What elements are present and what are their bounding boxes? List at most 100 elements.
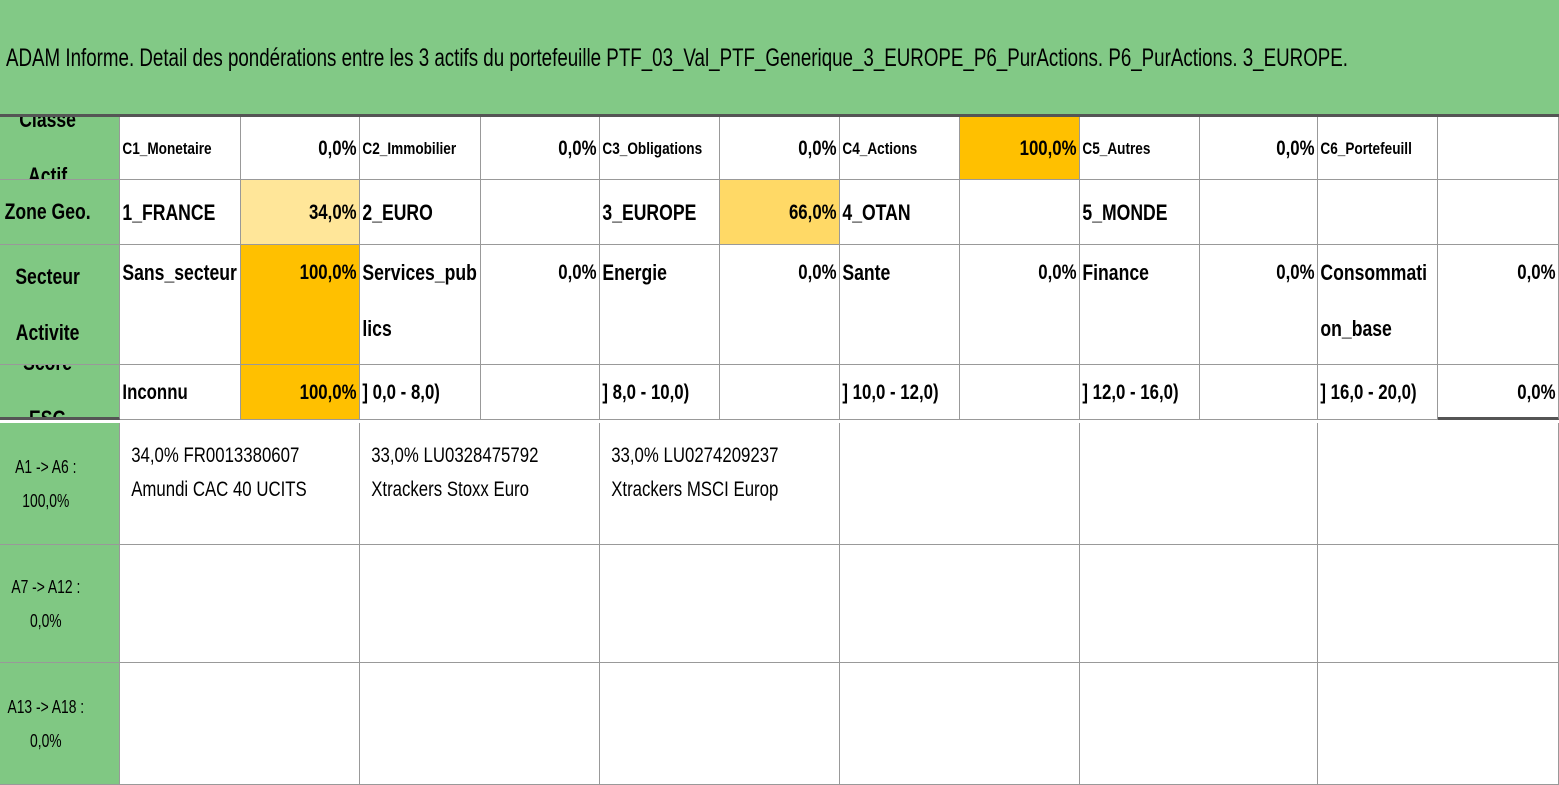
value-cell: 0,0% [481,117,600,180]
title: ADAM Informe. Detail des pondérations en… [6,44,1349,72]
value: 0,0% [1517,261,1556,284]
value: 66,0% [788,201,837,224]
row-label-cell: Zone Geo. [0,180,120,245]
row-label: Score ESG [23,365,72,420]
name-cell: Inconnu [120,365,241,420]
value-cell [960,180,1080,245]
label: ] 8,0 - 10,0) [602,381,690,404]
asset-line: 34,0% FR0013380607 [131,444,300,467]
label: Services_publics [362,260,477,341]
asset-cell [120,663,360,785]
label: C3_Obligations [602,139,703,158]
title-band: ADAM Informe. Detail des pondérations en… [0,0,1559,117]
label: C1_Monetaire [122,139,212,158]
name-cell: ] 12,0 - 16,0) [1080,365,1200,420]
label: C6_Portefeuill [1320,139,1412,158]
name-cell: 3_EUROPE [600,180,720,245]
value-cell: 0,0% [1200,117,1318,180]
value-cell: 0,0% [720,117,840,180]
value-cell [481,365,600,420]
name-cell: C4_Actions [840,117,960,180]
name-cell: 2_EURO [360,180,481,245]
value-cell [1200,180,1318,245]
value: 0,0% [798,137,837,160]
label: Finance [1082,260,1149,285]
value-cell: 0,0% [481,245,600,365]
row-label-cell: Secteur Activite [0,245,120,365]
asset-line: Xtrackers MSCI Europ [611,478,779,501]
row-label-cell: Classe Actif [0,117,120,180]
asset-line: Amundi CAC 40 UCITS [131,478,307,501]
name-cell: C6_Portefeuill [1318,117,1438,180]
name-cell: C1_Monetaire [120,117,241,180]
name-cell: Services_publics [360,245,481,365]
value-cell [1200,365,1318,420]
value-cell [1438,117,1559,180]
value-cell: 34,0% [241,180,360,245]
row-label: Secteur Activite [15,263,80,345]
value: 34,0% [308,201,357,224]
value: 0,0% [1517,381,1556,404]
value: 0,0% [1276,261,1315,284]
name-cell: Energie [600,245,720,365]
value-cell: 100,0% [241,365,360,420]
name-cell: C3_Obligations [600,117,720,180]
row-label: Zone Geo. [4,199,91,224]
asset-cell [840,663,1080,785]
value-cell: 0,0% [720,245,840,365]
name-cell: ] 10,0 - 12,0) [840,365,960,420]
name-cell: 1_FRANCE [120,180,241,245]
label: 1_FRANCE [122,200,216,225]
asset-cell [1318,423,1559,545]
value-cell [1438,180,1559,245]
value-cell: 0,0% [1438,365,1559,420]
name-cell: Sans_secteur [120,245,241,365]
asset-cell [600,663,840,785]
name-cell: C5_Autres [1080,117,1200,180]
value-cell: 0,0% [960,245,1080,365]
value: 0,0% [1038,261,1077,284]
asset-cell [840,423,1080,545]
value: 0,0% [798,261,837,284]
group-label: A7 -> A12 : 0,0% [11,576,81,631]
value-cell: 0,0% [241,117,360,180]
name-cell: ] 0,0 - 8,0) [360,365,481,420]
asset-cell [360,545,600,663]
value-cell: 66,0% [720,180,840,245]
asset-cell [600,545,840,663]
asset-cell: 33,0% LU0274209237 Xtrackers MSCI Europ [600,423,840,545]
name-cell: ] 16,0 - 20,0) [1318,365,1438,420]
value-cell [720,365,840,420]
label: 4_OTAN [842,200,911,225]
value: 0,0% [318,137,357,160]
label: ] 10,0 - 12,0) [842,381,939,404]
name-cell: Consommation_base [1318,245,1438,365]
value: 0,0% [558,261,597,284]
group-label-cell: A13 -> A18 : 0,0% [0,663,120,785]
value: 100,0% [299,381,357,404]
label: 2_EURO [362,200,433,225]
asset-line: 33,0% LU0328475792 [371,444,539,467]
asset-cell [1080,423,1318,545]
asset-cell: 33,0% LU0328475792 Xtrackers Stoxx Euro [360,423,600,545]
name-cell: Sante [840,245,960,365]
label: Sans_secteur [122,260,237,285]
value-cell: 100,0% [241,245,360,365]
value-cell: 100,0% [960,117,1080,180]
asset-cell [1318,545,1559,663]
value: 0,0% [1276,137,1315,160]
group-label: A1 -> A6 : 100,0% [15,456,77,511]
value-cell [960,365,1080,420]
label: Sante [842,260,891,285]
row-label: Classe Actif [19,117,76,180]
asset-cell [1318,663,1559,785]
name-cell: Finance [1080,245,1200,365]
label: 3_EUROPE [602,200,697,225]
name-cell [1318,180,1438,245]
label: 5_MONDE [1082,200,1168,225]
group-label-cell: A7 -> A12 : 0,0% [0,545,120,663]
value-cell: 0,0% [1438,245,1559,365]
name-cell: C2_Immobilier [360,117,481,180]
asset-cell [360,663,600,785]
